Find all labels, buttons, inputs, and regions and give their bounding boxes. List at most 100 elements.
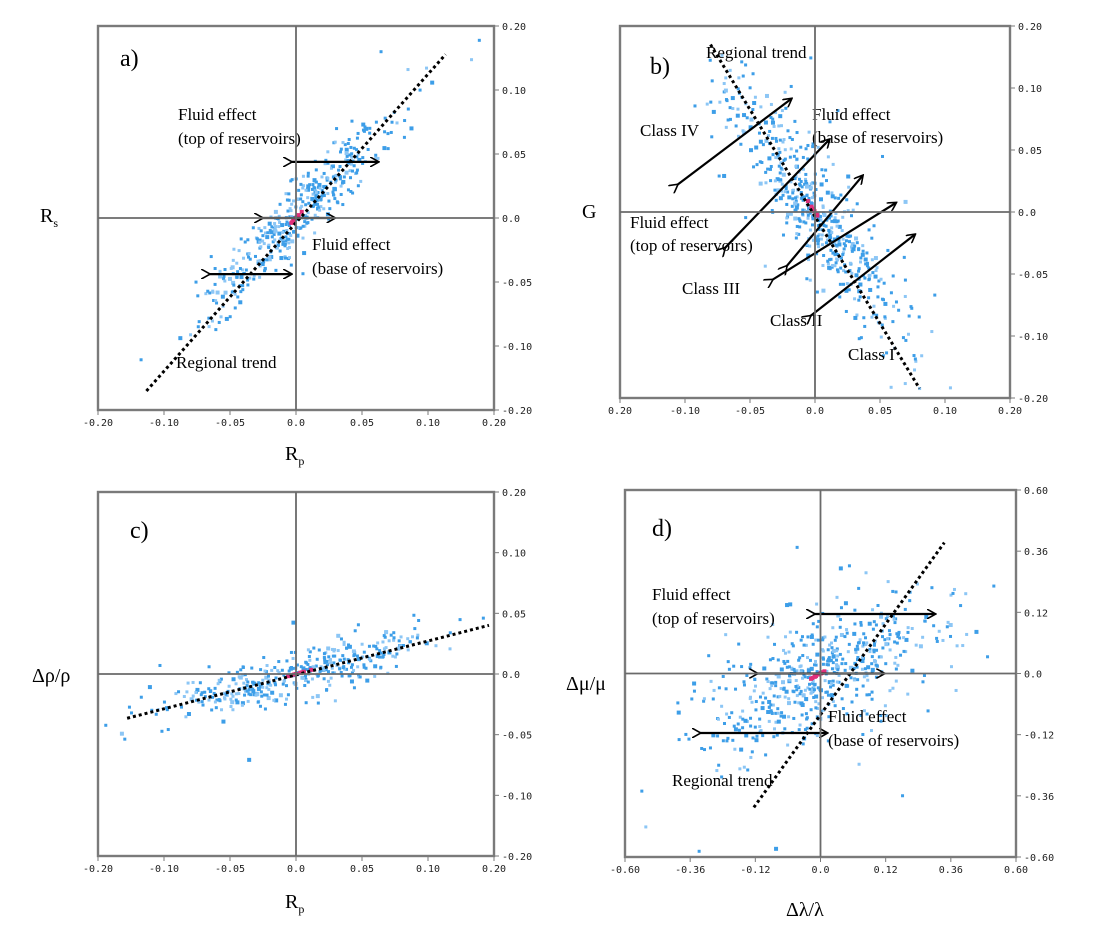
panel-d-point (835, 658, 839, 662)
panel-b-point (822, 213, 827, 218)
panel-d-point (955, 644, 959, 648)
panel-a-point (220, 294, 225, 299)
panel-b-point (830, 191, 834, 195)
panel-b-point (785, 202, 789, 206)
panel-b-point (810, 196, 814, 200)
panel-a-point (368, 126, 372, 130)
panel-b-point (801, 208, 805, 212)
panel-b-point (724, 76, 728, 80)
panel-b-point (767, 156, 772, 161)
panel-c-point (245, 684, 249, 688)
panel-a-point (291, 230, 295, 234)
panel-b-point (809, 182, 813, 186)
panel-b-point (850, 271, 854, 275)
panel-c-x-tick-label: 0.10 (416, 864, 440, 875)
panel-b-point (876, 295, 880, 299)
panel-a-point (314, 196, 318, 200)
panel-b-point (810, 223, 814, 227)
panel-b-point (842, 282, 846, 286)
panel-a-annot-top-line1: Fluid effect (178, 105, 257, 124)
panel-d-point (894, 667, 898, 671)
panel-c-ylabel: Δρ/ρ (32, 665, 70, 687)
panel-a-point (239, 275, 244, 280)
panel-a-point (355, 171, 359, 175)
panel-a-point (325, 178, 329, 182)
panel-d-point (871, 627, 875, 631)
panel-a-point (231, 258, 235, 262)
panel-a-point (322, 194, 326, 198)
panel-c-point (241, 673, 245, 677)
panel-d-point (802, 643, 806, 647)
panel-a-point (284, 235, 288, 239)
panel-c-point (247, 692, 251, 696)
panel-b-point (948, 386, 952, 390)
panel-d-point (945, 625, 949, 629)
panel-a-point (313, 201, 318, 206)
panel-c-point (246, 699, 250, 703)
panel-d-point (707, 654, 711, 658)
panel-a-point (366, 147, 370, 151)
panel-d-point (764, 753, 768, 757)
panel-b-point (867, 228, 871, 232)
panel-b-point (798, 225, 802, 229)
panel-a-point (238, 284, 242, 288)
panel-d-point (854, 648, 858, 652)
panel-d-point (814, 663, 818, 667)
panel-b-point (801, 212, 805, 216)
panel-c-point (356, 623, 360, 627)
panel-d-point (767, 699, 772, 704)
panel-b-point (778, 138, 782, 142)
panel-b-point (773, 188, 777, 192)
panel-d-point (806, 656, 810, 660)
panel-a-point (344, 170, 349, 175)
panel-a-point (379, 50, 383, 54)
panel-b-point (784, 106, 788, 110)
panel-d-point (758, 695, 762, 699)
panel-d-point (753, 677, 757, 681)
panel-a-point (338, 150, 342, 154)
panel-b-point (868, 287, 873, 292)
panel-a-point (262, 260, 266, 264)
panel-d-point (804, 643, 808, 647)
panel-b-point (824, 241, 828, 245)
panel-d-point (702, 699, 706, 703)
panel-c-point (203, 695, 207, 699)
panel-d-point (784, 635, 788, 639)
panel-d-point (865, 693, 869, 697)
panel-d-point (811, 681, 815, 685)
panel-a-point (251, 226, 255, 230)
panel-d-point (771, 622, 775, 626)
panel-d-point (811, 679, 815, 683)
panel-d-point (847, 564, 851, 568)
panel-b-point (791, 191, 795, 195)
panel-c-point (376, 641, 380, 645)
panel-a-point (295, 233, 300, 238)
panel-d-point (795, 545, 799, 549)
panel-b-point (863, 276, 867, 280)
panel-b-x-tick-label: 0.20 (608, 406, 632, 417)
panel-a-point (276, 243, 280, 247)
panel-d-point (730, 711, 734, 715)
panel-d-point (870, 655, 874, 659)
panel-b-point (730, 96, 735, 101)
panel-d-point (771, 703, 775, 707)
panel-a-xlabel-main: R (285, 443, 299, 465)
panel-d-point (806, 686, 810, 690)
panel-b-point (799, 145, 803, 149)
panel-d-ylabel: Δμ/μ (566, 673, 606, 695)
panel-a-point (331, 190, 335, 194)
panel-c-point (220, 708, 224, 712)
panel-c-point (212, 691, 216, 695)
panel-a-point (356, 131, 360, 135)
panel-c-point (408, 640, 412, 644)
panel-d-point (856, 647, 860, 651)
panel-d-point (753, 725, 757, 729)
panel-b-point (861, 244, 865, 248)
panel-a-point (334, 178, 338, 182)
panel-b-point (789, 84, 793, 88)
panel-d-point (845, 712, 849, 716)
panel-a-point (337, 168, 341, 172)
panel-a-point (355, 148, 359, 152)
panel-a-point (316, 190, 320, 194)
panel-c-point (362, 665, 366, 669)
